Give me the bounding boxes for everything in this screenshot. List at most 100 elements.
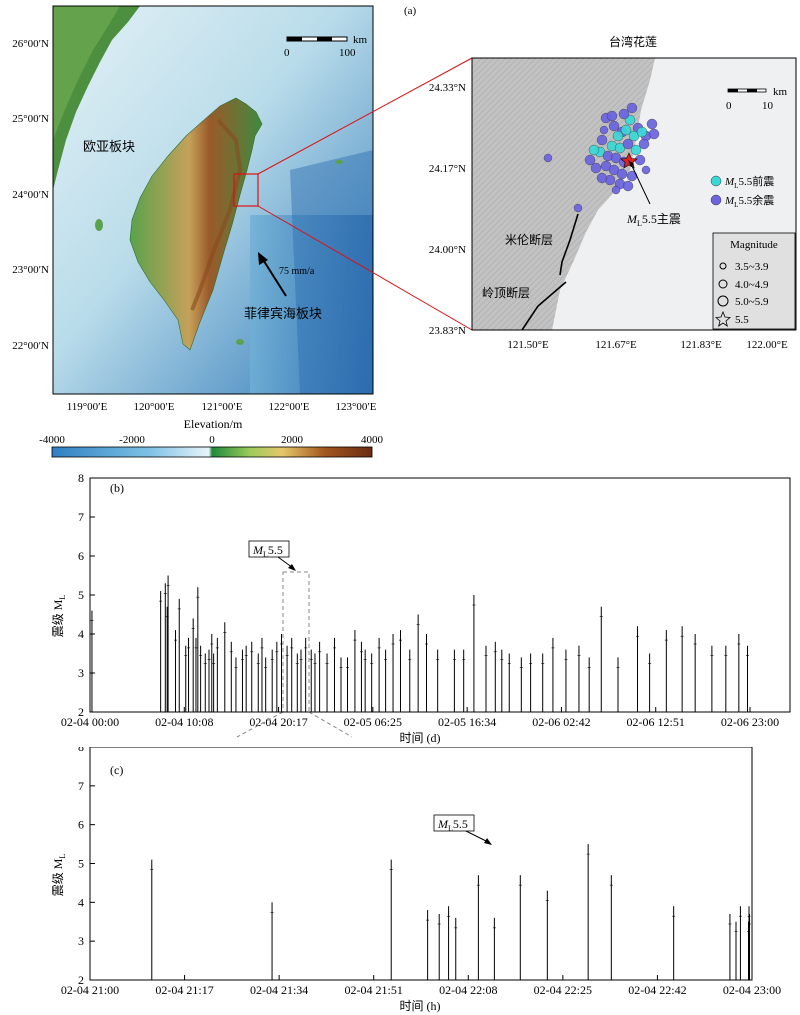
earthquake-cluster (543, 102, 660, 213)
legend-aftershock: ML5.5余震 (724, 193, 774, 209)
map-lon-tick: 121°00′E (201, 401, 242, 413)
magnitude-legend: Magnitude 3.5~3.9 4.0~4.9 5.0~5.9 5.5 (712, 232, 796, 330)
y-tick-label: 6 (78, 549, 84, 563)
y-tick-label: 5 (78, 588, 84, 602)
inset-lon-tick: 121.67°E (595, 339, 637, 351)
x-tick-label: 02-04 20:17 (249, 715, 307, 729)
philippine-plate-label: 菲律宾海板块 (244, 306, 322, 321)
x-tick-label: 02-04 00:00 (61, 715, 119, 729)
x-tick-label: 02-05 16:34 (438, 715, 496, 729)
elevation-colorbar (51, 446, 373, 458)
svg-text:3.5~3.9: 3.5~3.9 (735, 261, 769, 273)
lingding-fault-label: 岭顶断层 (482, 285, 530, 300)
y-tick-label: 3 (78, 934, 84, 948)
aftershock-marker (648, 128, 660, 140)
y-tick-label: 8 (78, 471, 84, 485)
aftershock-marker (622, 138, 634, 150)
velocity-arrow: 75 mm/a (258, 252, 315, 297)
y-tick-label: 2 (78, 705, 84, 719)
foreshock-marker (612, 130, 624, 142)
svg-text:10: 10 (762, 100, 774, 112)
map-lon-tick: 120°00′E (133, 401, 174, 413)
x-tick-label: 02-04 21:17 (155, 983, 213, 997)
map-lat-tick: 22°00′N (12, 340, 49, 352)
map-lat-tick: 25°00′N (12, 113, 49, 125)
chart-c-annotation-text: ML5.5 (437, 817, 468, 833)
aftershock-marker (596, 172, 608, 184)
y-tick-label: 5 (78, 857, 84, 871)
map-scale-tick-100: 100 (339, 47, 356, 59)
chart-b: (b) 震级 ML 时间 (d) 2 3 4 5 6 7 8 02-04 00:00 02-0… (51, 471, 791, 745)
panel-label-b: (b) (110, 481, 124, 495)
map-scale-bar: km 0 100 (284, 34, 368, 59)
map-scale-unit: km (353, 34, 368, 46)
x-tick-label: 02-04 21:00 (61, 983, 119, 997)
panel-label-a: (a) (404, 5, 417, 17)
x-tick-label: 02-06 12:51 (627, 715, 685, 729)
y-tick-label: 7 (78, 510, 84, 524)
inset-scale-bar: km 0 10 (726, 86, 788, 112)
map-scale-tick-0: 0 (284, 47, 290, 59)
x-tick-label: 02-04 22:42 (628, 983, 686, 997)
svg-text:0: 0 (726, 100, 732, 112)
inset-lat-tick: 24.00°N (429, 244, 466, 256)
svg-text:km: km (773, 86, 788, 98)
x-tick-label: 02-04 10:08 (155, 715, 213, 729)
aftershock-marker (618, 108, 630, 120)
aftershock-marker (638, 138, 650, 150)
panel-label-c: (c) (110, 763, 123, 777)
inset-lon-tick: 122.00°E (746, 339, 788, 351)
map-lat-tick: 24°00′N (12, 189, 49, 201)
milun-fault-label: 米伦断层 (505, 232, 553, 247)
x-tick-label: 02-04 23:00 (723, 983, 781, 997)
aftershock-marker (646, 118, 658, 130)
inset-lon-tick: 121.83°E (680, 339, 722, 351)
mainshock-label: ML5.5主震 (626, 212, 681, 228)
map-lon-tick: 123°00′E (335, 401, 376, 413)
map-lon-tick: 119°00′E (67, 401, 108, 413)
milun-fault (559, 213, 579, 276)
svg-text:5.0~5.9: 5.0~5.9 (735, 296, 769, 308)
aftershock-marker (596, 134, 608, 146)
elevation-label: Elevation/m (184, 417, 243, 431)
aftershock-marker (590, 162, 602, 174)
inset-lat-tick: 24.33°N (429, 82, 466, 94)
aftershock-marker (626, 102, 638, 114)
aftershock-marker (611, 185, 621, 195)
elev-tick: 4000 (361, 434, 384, 446)
regional-map: 欧亚板块 菲律宾海板块 75 mm/a km 0 100 26°00′N 25°… (12, 5, 384, 458)
chart-b-xlabel: 时间 (d) (400, 731, 441, 745)
svg-text:5.5: 5.5 (735, 314, 749, 326)
elev-tick: -4000 (39, 434, 65, 446)
svg-text:4.0~4.9: 4.0~4.9 (735, 279, 769, 291)
inset-lat-tick: 23.83°N (429, 325, 466, 337)
foreshock-marker (588, 144, 600, 156)
chart-b-annotation-text: ML5.5 (252, 543, 283, 559)
aftershock-marker (606, 110, 618, 122)
aftershock-marker (608, 120, 620, 132)
elev-tick: -2000 (119, 434, 145, 446)
eurasian-plate-label: 欧亚板块 (83, 139, 135, 154)
inset-map: (a) 台湾花莲 米伦断层 岭顶断层 ML5.5主震 km 0 10 ML5.5… (404, 5, 797, 351)
chart-c-frame (89, 747, 753, 981)
x-tick-label: 02-05 06:25 (344, 715, 402, 729)
y-tick-label: 4 (78, 627, 84, 641)
chart-b-frame (89, 477, 791, 713)
inset-lat-tick: 24.17°N (429, 163, 466, 175)
y-tick-label: 7 (78, 779, 84, 793)
foreshock-marker (630, 144, 642, 156)
x-tick-label: 02-04 22:25 (534, 983, 592, 997)
lingding-fault (521, 281, 567, 331)
aftershock-marker (599, 125, 609, 135)
penghu-island (95, 219, 103, 231)
x-tick-label: 02-04 22:08 (439, 983, 497, 997)
chart-c-annotation: ML5.5 (433, 814, 492, 845)
map-lon-tick: 122°00′E (268, 401, 309, 413)
x-tick-label: 02-06 02:42 (532, 715, 590, 729)
event-type-legend: ML5.5前震 ML5.5余震 (710, 174, 774, 209)
x-tick-label: 02-04 21:51 (345, 983, 403, 997)
map-lat-tick: 23°00′N (12, 264, 49, 276)
x-tick-label: 02-06 23:00 (721, 715, 779, 729)
aftershock-marker (584, 154, 596, 166)
aftershock-marker (573, 203, 583, 213)
